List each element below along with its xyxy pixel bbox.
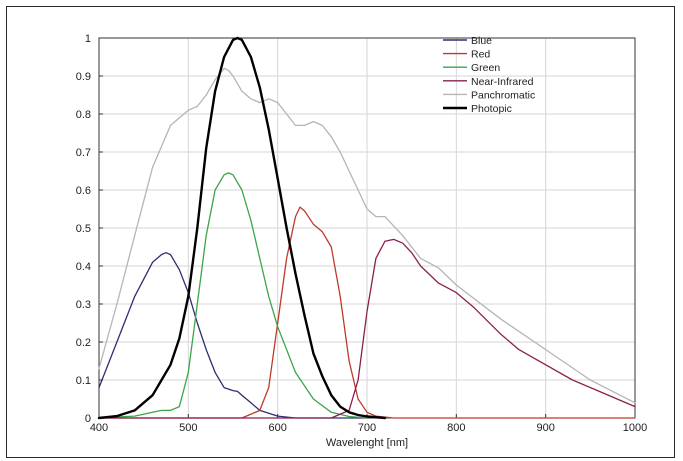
series-line-red xyxy=(98,206,636,419)
x-axis-label: Wavelenght [nm] xyxy=(326,437,408,449)
series-line-green xyxy=(98,172,368,419)
y-tick-label: 0 xyxy=(85,413,91,425)
y-tick-label: 0.5 xyxy=(76,223,91,235)
series-line-photopic xyxy=(97,36,387,420)
series-line-blue xyxy=(98,252,368,419)
y-tick-label: 1 xyxy=(85,33,91,45)
x-tick-label: 600 xyxy=(268,422,286,434)
x-tick-label: 900 xyxy=(536,422,554,434)
x-tick-label: 500 xyxy=(179,422,197,434)
y-tick-label: 0.3 xyxy=(76,299,91,311)
legend-label: Red xyxy=(471,49,490,61)
legend-label: Near-Infrared xyxy=(471,76,534,88)
grid-lines xyxy=(98,37,636,419)
series-line-near-infrared xyxy=(98,238,636,419)
y-tick-label: 0.4 xyxy=(76,261,91,273)
x-tick-label: 700 xyxy=(358,422,376,434)
chart-frame: 400 500 600 700 800 900 1000 0 0.1 0.2 0.3 0.4 0.5 0.… xyxy=(6,6,675,458)
series-line-panchromatic xyxy=(98,67,636,404)
tick-labels: 400 500 600 700 800 900 1000 0 0.1 0.2 0.3 0.4 0.5 0.… xyxy=(76,33,648,434)
legend-label: Green xyxy=(471,62,500,74)
x-tick-label: 800 xyxy=(447,422,465,434)
y-tick-label: 0.6 xyxy=(76,185,91,197)
y-tick-label: 0.2 xyxy=(76,337,91,349)
series-lines xyxy=(97,36,636,420)
y-tick-label: 0.9 xyxy=(76,71,91,83)
legend-label: Blue xyxy=(471,35,492,47)
y-tick-label: 0.7 xyxy=(76,147,91,159)
x-tick-label: 1000 xyxy=(623,422,647,434)
y-tick-label: 0.1 xyxy=(76,375,91,387)
y-tick-label: 0.8 xyxy=(76,109,91,121)
x-tick-label: 400 xyxy=(90,422,108,434)
legend-label: Panchromatic xyxy=(471,89,535,101)
legend-label: Photopic xyxy=(471,103,512,115)
spectral-response-chart: 400 500 600 700 800 900 1000 0 0.1 0.2 0.3 0.4 0.5 0.… xyxy=(76,33,648,449)
